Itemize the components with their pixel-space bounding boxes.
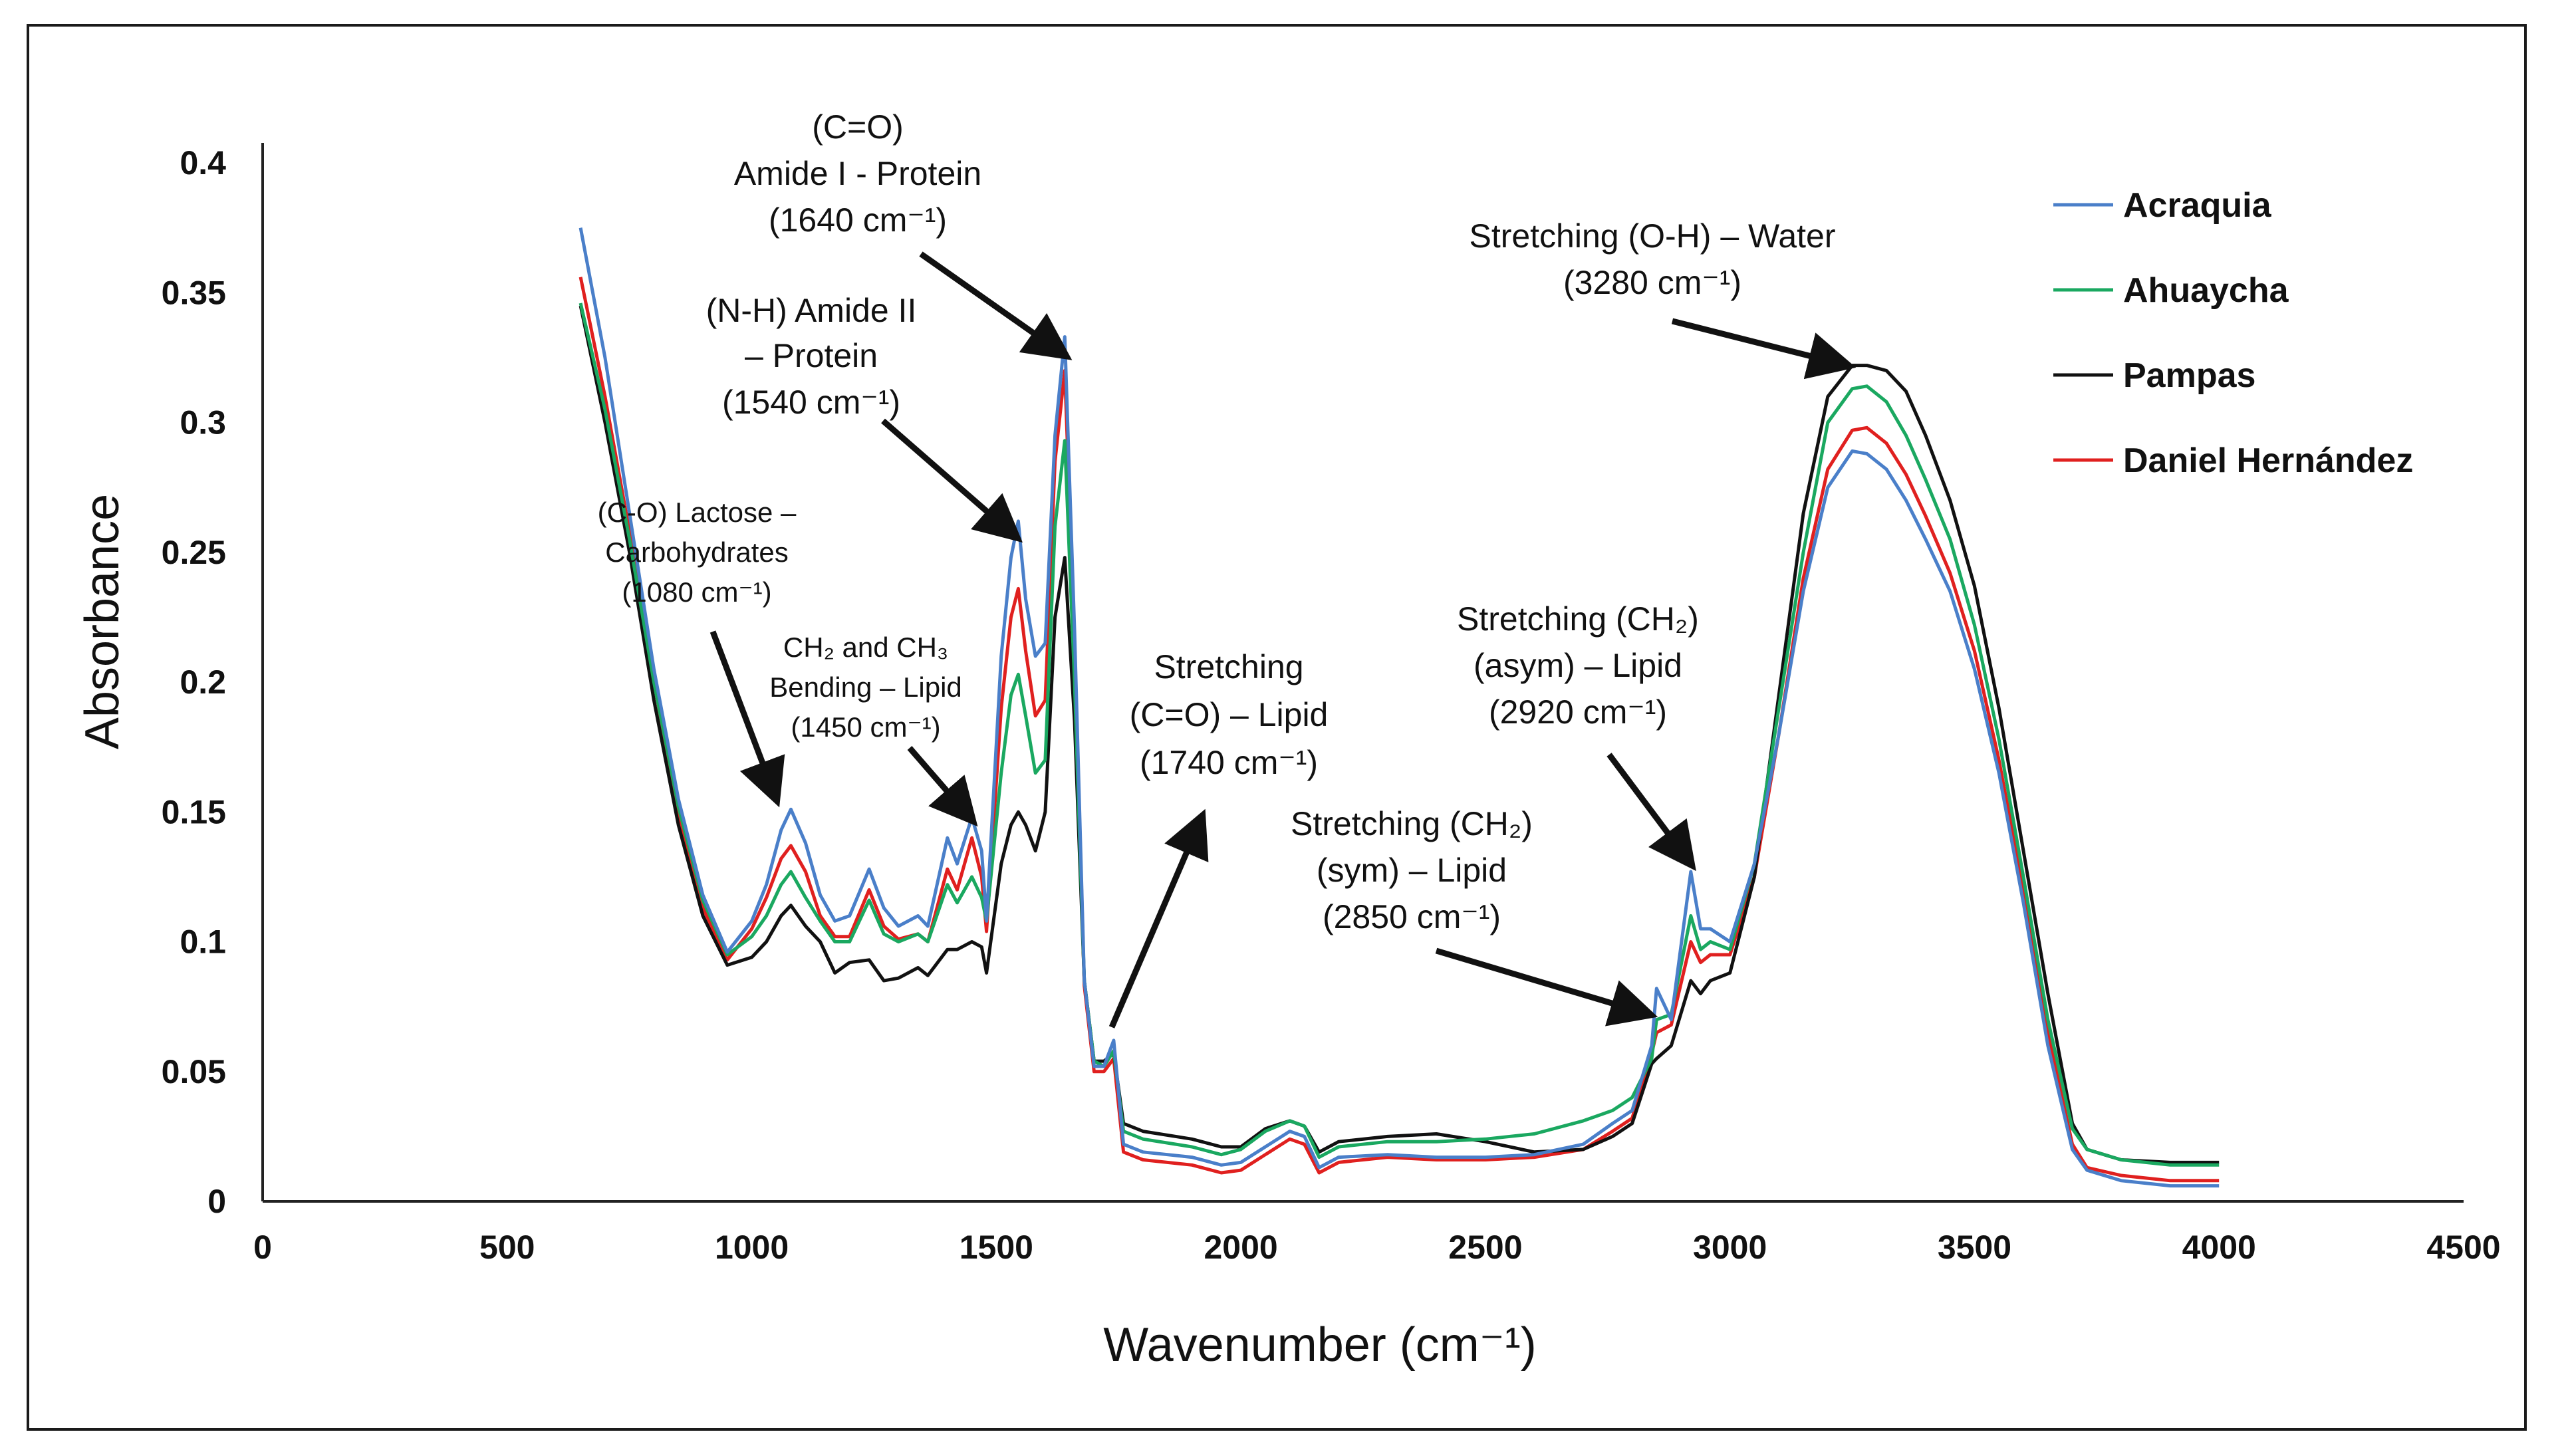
annotation-1080-line-2: Carbohydrates	[605, 537, 788, 568]
x-tick-label: 1500	[960, 1229, 1033, 1266]
annotation-1740-arrow	[1108, 808, 1209, 1029]
legend-label-acraquia: Acraquia	[2123, 186, 2272, 225]
x-tick-label: 2500	[1448, 1229, 1522, 1266]
annotation-3280-arrow	[1671, 318, 1857, 380]
series-lines	[578, 227, 2220, 1188]
legend-item-acraquia: Acraquia	[2053, 186, 2272, 225]
series-line-acraquia	[578, 227, 2220, 1188]
y-tick-label: 0	[207, 1183, 226, 1220]
y-tick-label: 0.3	[180, 404, 226, 441]
legend-label-ahuaycha: Ahuaycha	[2123, 271, 2289, 310]
annotation-1740-line-1: Stretching	[1154, 648, 1303, 685]
legend-label-daniel-hernandez: Daniel Hernández	[2123, 441, 2413, 480]
annotation-1540-line-3: (1540 cm⁻¹)	[722, 384, 900, 421]
annotation-1540-arrow	[881, 418, 1023, 543]
legend: Acraquia Ahuaycha Pampas Daniel Hernánde…	[2053, 186, 2413, 480]
annotation-2850-line-1: Stretching (CH₂)	[1291, 805, 1533, 842]
annotation-1450-arrow	[907, 746, 978, 827]
annotation-2920-line-3: (2920 cm⁻¹)	[1489, 693, 1667, 731]
annotation-2920-arrow	[1606, 753, 1696, 872]
x-tick-label: 500	[479, 1229, 535, 1266]
y-tick-label: 0.05	[162, 1053, 226, 1090]
legend-item-ahuaycha: Ahuaycha	[2053, 271, 2289, 310]
x-axis-title: Wavenumber (cm⁻¹)	[1103, 1318, 1536, 1372]
y-axis-title: Absorbance	[76, 494, 129, 749]
legend-item-daniel-hernandez: Daniel Hernández	[2053, 441, 2413, 480]
x-tick-label: 0	[253, 1229, 272, 1266]
annotation-1450: CH₂ and CH₃ Bending – Lipid (1450 cm⁻¹)	[769, 632, 978, 827]
x-tick-labels: 0 500 1000 1500 2000 2500 3000 3500 4000 4500	[253, 1229, 2501, 1266]
series-line-ahuaycha	[578, 303, 2220, 1167]
x-tick-label: 3000	[1693, 1229, 1767, 1266]
chart-frame	[27, 24, 2527, 1431]
annotation-2920-line-1: Stretching (CH₂)	[1457, 600, 1699, 638]
annotation-3280-line-2: (3280 cm⁻¹)	[1563, 264, 1741, 301]
annotation-1640-line-1: (C=O)	[812, 108, 904, 146]
annotation-1450-line-1: CH₂ and CH₃	[783, 632, 948, 663]
x-tick-label: 4000	[2182, 1229, 2256, 1266]
y-tick-label: 0.25	[162, 534, 226, 571]
x-tick-label: 3500	[1938, 1229, 2011, 1266]
x-tick-label: 2000	[1204, 1229, 1277, 1266]
series-line-pampas	[578, 305, 2220, 1164]
y-tick-label: 0.4	[180, 144, 226, 182]
y-tick-label: 0.35	[162, 274, 226, 311]
annotation-1080-line-1: (C-O) Lactose –	[598, 497, 797, 528]
legend-item-pampas: Pampas	[2053, 356, 2255, 395]
annotation-1540-line-1: (N-H) Amide II	[706, 292, 917, 329]
annotation-1640-line-3: (1640 cm⁻¹)	[769, 201, 947, 239]
x-tick-label: 1000	[715, 1229, 789, 1266]
annotation-1450-line-2: Bending – Lipid	[769, 671, 962, 703]
annotation-2850-arrow	[1435, 947, 1658, 1027]
x-tick-label: 4500	[2426, 1229, 2500, 1266]
y-tick-label: 0.1	[180, 923, 226, 961]
annotations: (C=O) Amide I - Protein (1640 cm⁻¹) (N-H…	[598, 108, 1857, 1029]
annotation-1540: (N-H) Amide II – Protein (1540 cm⁻¹)	[706, 292, 1023, 543]
annotation-1740-line-2: (C=O) – Lipid	[1130, 696, 1329, 733]
annotation-1080-line-3: (1080 cm⁻¹)	[622, 576, 771, 608]
annotation-3280-line-1: Stretching (O-H) – Water	[1469, 217, 1835, 255]
annotation-1540-line-2: – Protein	[745, 337, 878, 374]
annotation-2920-line-2: (asym) – Lipid	[1474, 647, 1682, 684]
y-tick-labels: 0 0.05 0.1 0.15 0.2 0.25 0.3 0.35 0.4	[162, 144, 227, 1220]
annotation-1450-line-3: (1450 cm⁻¹)	[791, 711, 940, 743]
legend-label-pampas: Pampas	[2123, 356, 2255, 395]
annotation-3280: Stretching (O-H) – Water (3280 cm⁻¹)	[1469, 217, 1857, 380]
annotation-1740-line-3: (1740 cm⁻¹)	[1140, 744, 1318, 781]
annotation-1080-arrow	[709, 630, 785, 808]
annotation-2850-line-3: (2850 cm⁻¹)	[1323, 898, 1501, 935]
annotation-2850: Stretching (CH₂) (sym) – Lipid (2850 cm⁻…	[1291, 805, 1658, 1027]
y-tick-label: 0.2	[180, 664, 226, 701]
annotation-1640-arrow	[919, 251, 1073, 360]
annotation-1740: Stretching (C=O) – Lipid (1740 cm⁻¹)	[1108, 648, 1329, 1029]
annotation-1640: (C=O) Amide I - Protein (1640 cm⁻¹)	[734, 108, 1073, 360]
annotation-2850-line-2: (sym) – Lipid	[1317, 852, 1507, 889]
y-tick-label: 0.15	[162, 793, 226, 830]
series-line-daniel-hern-ndez	[578, 277, 2220, 1183]
annotation-1080: (C-O) Lactose – Carbohydrates (1080 cm⁻¹…	[598, 497, 797, 808]
annotation-2920: Stretching (CH₂) (asym) – Lipid (2920 cm…	[1457, 600, 1699, 872]
annotation-1640-line-2: Amide I - Protein	[734, 155, 981, 192]
